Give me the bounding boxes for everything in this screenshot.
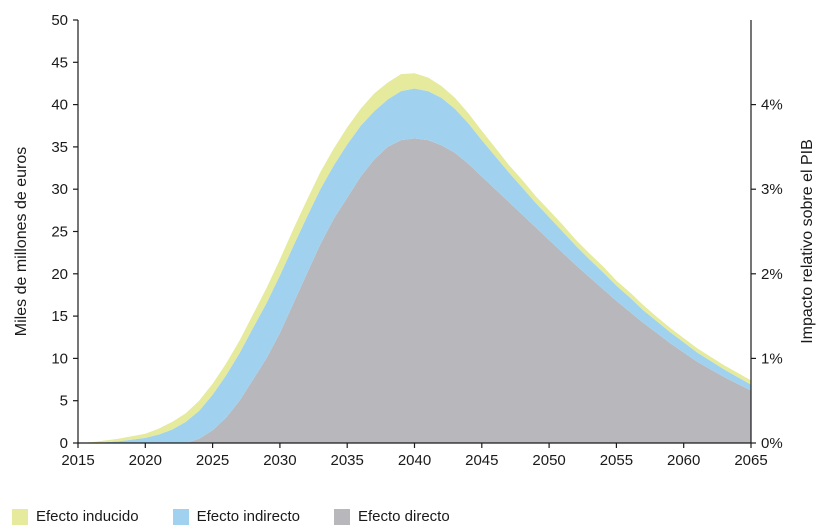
y-tick-label: 0 <box>60 435 68 452</box>
legend-label-indirecto: Efecto indirecto <box>196 508 300 525</box>
y-axis-title: Miles de millones de euros <box>13 147 30 336</box>
x-tick-label: 2055 <box>600 452 633 469</box>
legend-item-directo: Efecto directo <box>333 508 450 525</box>
y2-tick-label: 3% <box>761 181 783 198</box>
legend-item-inducido: Efecto inducido <box>12 508 139 525</box>
x-tick-label: 2020 <box>129 452 162 469</box>
y-tick-label: 25 <box>51 224 68 241</box>
x-tick-label: 2035 <box>331 452 364 469</box>
y2-tick-label: 2% <box>761 266 783 283</box>
axes <box>73 19 756 448</box>
y2-tick-label: 0% <box>761 435 783 452</box>
y2-tick-label: 4% <box>761 97 783 114</box>
legend-swatch-inducido <box>12 508 28 525</box>
y-tick-label: 40 <box>51 97 68 114</box>
y-tick-label: 35 <box>51 139 68 156</box>
legend-swatch-directo <box>333 508 350 525</box>
y-tick-label: 5 <box>60 393 68 410</box>
x-tick-label: 2060 <box>667 452 700 469</box>
x-tick-label: 2025 <box>196 452 229 469</box>
x-tick-label: 2040 <box>398 452 431 469</box>
legend-item-indirecto: Efecto indirecto <box>172 508 300 525</box>
area-efecto-indirecto <box>78 88 751 443</box>
x-tick-label: 2050 <box>532 452 565 469</box>
y-tick-label: 10 <box>51 350 68 367</box>
stacked-areas <box>78 73 751 444</box>
y2-axis-title: Impacto relativo sobre el PIB <box>799 139 816 344</box>
y-tick-label: 50 <box>51 12 68 29</box>
legend-label-directo: Efecto directo <box>357 508 450 525</box>
x-tick-label: 2030 <box>263 452 296 469</box>
y-tick-label: 15 <box>51 308 68 325</box>
legend-swatch-indirecto <box>172 508 189 525</box>
y2-tick-label: 1% <box>761 350 783 367</box>
x-tick-label: 2045 <box>465 452 498 469</box>
y-tick-label: 20 <box>51 266 68 283</box>
y-tick-label: 30 <box>51 181 68 198</box>
legend-label-inducido: Efecto inducido <box>36 508 139 525</box>
legend: Efecto inducido Efecto indirecto Efecto … <box>12 508 484 525</box>
x-tick-label: 2015 <box>61 452 94 469</box>
area-efecto-directo <box>78 138 751 443</box>
x-tick-label: 2065 <box>734 452 767 469</box>
y-tick-label: 45 <box>51 54 68 71</box>
